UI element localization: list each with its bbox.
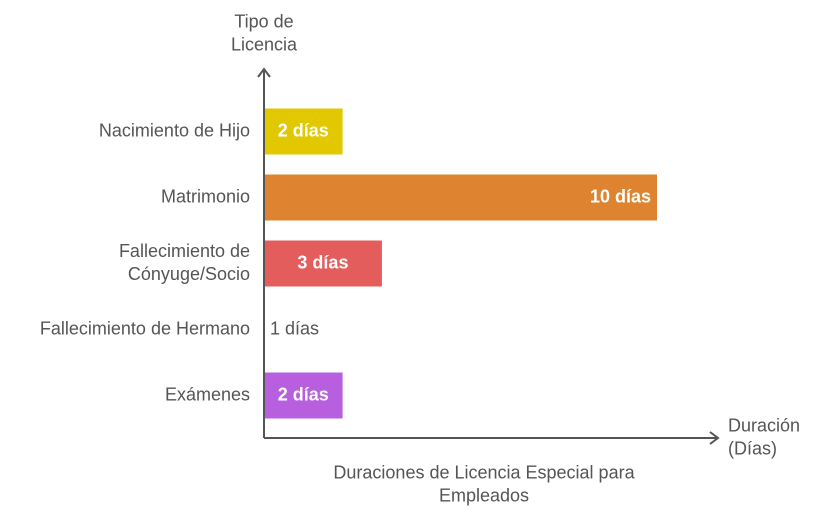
y-axis-title-text: Tipo de Licencia bbox=[231, 11, 298, 54]
x-axis-arrow bbox=[709, 431, 720, 445]
bar bbox=[264, 372, 343, 419]
chart-caption: Duraciones de Licencia Especial para Empl… bbox=[333, 462, 635, 505]
category-label-line: Cónyuge/Socio bbox=[128, 264, 250, 284]
category-label: Nacimiento de Hijo bbox=[99, 120, 250, 140]
caption-text-line: Empleados bbox=[439, 485, 529, 505]
x-axis-title-text-line: Duración bbox=[728, 415, 800, 435]
value-label: 2 días bbox=[278, 384, 329, 404]
value-labels-group: 2 días 10 días 3 días 1 días 2 días bbox=[270, 120, 651, 404]
category-label-line: Matrimonio bbox=[161, 186, 250, 206]
category-label-line: Fallecimiento de Hermano bbox=[40, 318, 250, 338]
bar bbox=[264, 108, 343, 155]
category-label: Fallecimiento de Hermano bbox=[40, 318, 250, 338]
category-label: Matrimonio bbox=[161, 186, 250, 206]
category-label: Fallecimiento de Cónyuge/Socio bbox=[119, 241, 250, 284]
category-label-line: Exámenes bbox=[165, 384, 250, 404]
caption-text-line: Duraciones de Licencia Especial para bbox=[333, 462, 635, 482]
bars-group bbox=[264, 108, 657, 419]
x-axis-title: Duración (Días) bbox=[728, 415, 800, 458]
category-labels-group: Nacimiento de Hijo Matrimonio Fallecimient… bbox=[40, 120, 250, 404]
value-label: 10 días bbox=[590, 186, 651, 206]
y-axis-title-text-line: Licencia bbox=[231, 34, 298, 54]
bar bbox=[264, 306, 304, 353]
y-axis-title-text-line: Tipo de bbox=[234, 11, 293, 31]
category-label-line: Fallecimiento de bbox=[119, 241, 250, 261]
y-axis-title: Tipo de Licencia bbox=[231, 11, 298, 54]
y-axis-arrow bbox=[257, 67, 271, 78]
value-label: 2 días bbox=[278, 120, 329, 140]
value-label: 3 días bbox=[297, 252, 348, 272]
value-label: 1 días bbox=[270, 318, 319, 338]
bar bbox=[264, 240, 382, 287]
category-label-line: Nacimiento de Hijo bbox=[99, 120, 250, 140]
caption-text: Duraciones de Licencia Especial para Empl… bbox=[333, 462, 635, 505]
bar bbox=[264, 174, 657, 221]
x-axis-title-text-line: (Días) bbox=[728, 438, 777, 458]
category-label: Exámenes bbox=[165, 384, 250, 404]
x-axis-title-text: Duración (Días) bbox=[728, 415, 800, 458]
